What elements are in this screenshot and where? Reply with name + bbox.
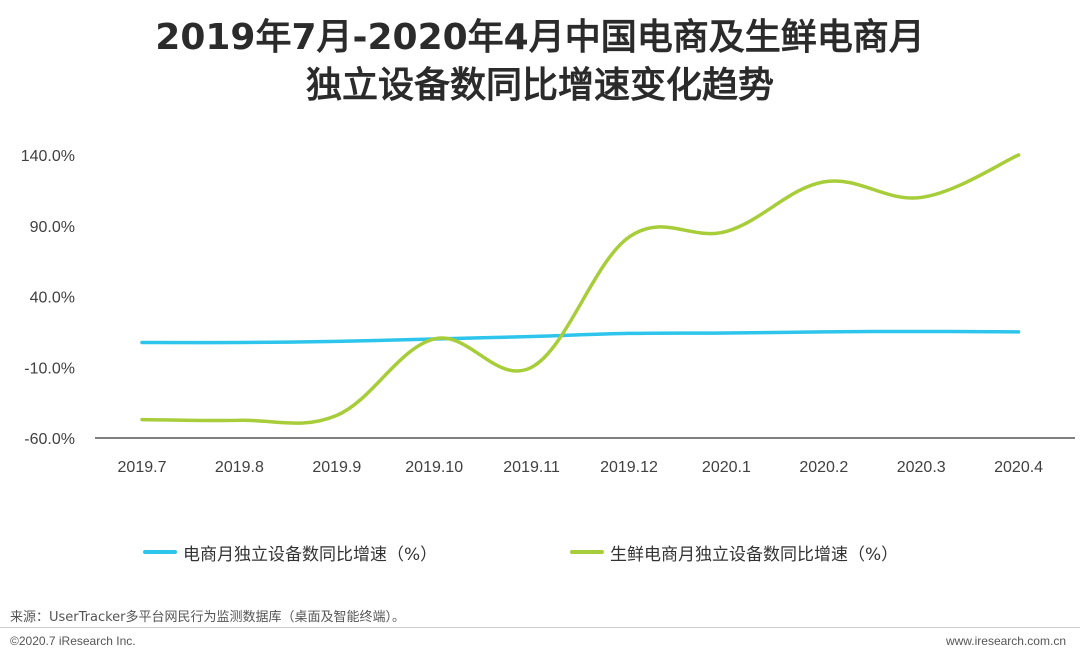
x-tick-label: 2020.1 (702, 459, 751, 476)
x-tick-label: 2019.12 (600, 459, 658, 476)
x-axis-ticks: 2019.7 2019.8 2019.9 2019.10 2019.11 2019.12 2… (118, 459, 1044, 476)
legend-label-fresh-ecommerce: 生鲜电商月独立设备数同比增速（%） (610, 544, 899, 565)
footer-divider (0, 627, 1080, 628)
x-tick-label: 2019.10 (405, 459, 463, 476)
series-line-ecommerce (140, 329, 1021, 345)
x-tick-label: 2020.4 (994, 459, 1043, 476)
x-tick-label: 2019.9 (312, 459, 361, 476)
x-tick-label: 2019.8 (215, 459, 264, 476)
chart-title-line-2: 独立设备数同比增速变化趋势 (305, 65, 774, 106)
y-tick-label: 90.0% (30, 219, 75, 236)
y-tick-label: -60.0% (24, 431, 75, 448)
y-axis-ticks: 140.0% 90.0% 40.0% -10.0% -60.0% (21, 148, 75, 448)
series-line-fresh-ecommerce (140, 153, 1021, 425)
y-tick-label: 140.0% (21, 148, 75, 165)
x-tick-label: 2020.2 (799, 459, 848, 476)
legend-label-ecommerce: 电商月独立设备数同比增速（%） (183, 544, 438, 565)
source-note: 来源：UserTracker多平台网民行为监测数据库（桌面及智能终端）。 (10, 610, 406, 625)
y-tick-label: 40.0% (30, 290, 75, 307)
legend-item-fresh-ecommerce: 生鲜电商月独立设备数同比增速（%） (570, 540, 899, 565)
chart-title-line-1: 2019年7月-2020年4月中国电商及生鲜电商月 (155, 17, 925, 58)
legend: 电商月独立设备数同比增速（%） 生鲜电商月独立设备数同比增速（%） (0, 540, 1080, 565)
y-tick-label: -10.0% (24, 360, 75, 377)
chart-title: 2019年7月-2020年4月中国电商及生鲜电商月 独立设备数同比增速变化趋势 (0, 14, 1080, 110)
series-lines (140, 153, 1021, 425)
website-link[interactable]: www.iresearch.com.cn (945, 634, 1066, 648)
legend-swatch-ecommerce (143, 550, 177, 554)
x-tick-label: 2019.7 (118, 459, 167, 476)
legend-item-ecommerce: 电商月独立设备数同比增速（%） (143, 540, 438, 565)
x-tick-label: 2020.3 (897, 459, 946, 476)
x-tick-label: 2019.11 (503, 459, 560, 476)
legend-swatch-fresh-ecommerce (570, 550, 604, 554)
copyright: ©2020.7 iResearch Inc. (10, 634, 136, 648)
